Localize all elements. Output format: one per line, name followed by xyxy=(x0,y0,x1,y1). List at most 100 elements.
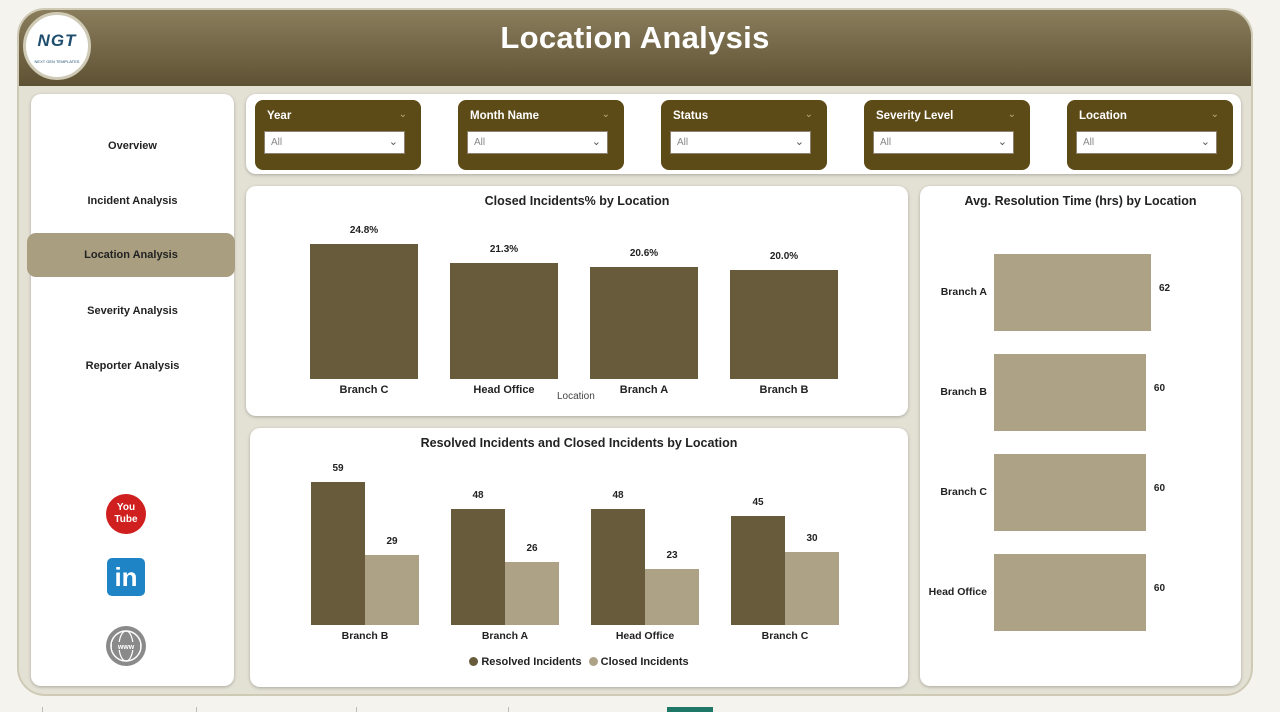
category-label: Branch B xyxy=(940,385,987,398)
resolved-closed-incidents-chart[interactable]: Resolved Incidents and Closed Incidents … xyxy=(250,428,908,687)
filter-location: Location ⌄ All ⌄ xyxy=(1067,100,1233,170)
bar-branch-b[interactable] xyxy=(730,270,838,379)
page-title: Location Analysis xyxy=(500,20,770,55)
data-label: 45 xyxy=(752,496,764,508)
month-name-select[interactable]: All ⌄ xyxy=(467,131,608,154)
bar-branch-c[interactable] xyxy=(994,454,1146,531)
bar-closed-branch-c[interactable] xyxy=(785,552,839,625)
closed-incidents-pct-chart[interactable]: Closed Incidents% by Location Location 2… xyxy=(246,186,908,416)
tab-divider xyxy=(508,707,509,712)
severity-level-select[interactable]: All ⌄ xyxy=(873,131,1014,154)
category-label: Branch C xyxy=(761,630,809,642)
year-select[interactable]: All ⌄ xyxy=(264,131,405,154)
dashboard-frame: NGT NEXT GEN TEMPLATES Location Analysis… xyxy=(17,8,1253,696)
legend-item-resolved[interactable]: Resolved Incidents xyxy=(469,656,582,668)
nav-item-reporter-analysis[interactable]: Reporter Analysis xyxy=(85,360,180,372)
bar-resolved-branch-a[interactable] xyxy=(451,508,505,625)
category-label: Head Office xyxy=(928,585,987,598)
location-select[interactable]: All ⌄ xyxy=(1076,131,1217,154)
category-label: Branch C xyxy=(339,384,389,396)
chart-title: Avg. Resolution Time (hrs) by Location xyxy=(964,194,1197,208)
data-label: 30 xyxy=(806,533,818,545)
bar-head-office[interactable] xyxy=(994,554,1146,631)
select-value: All xyxy=(677,137,689,148)
bar-branch-b[interactable] xyxy=(994,354,1146,431)
avg-resolution-time-chart[interactable]: Avg. Resolution Time (hrs) by Location B… xyxy=(920,186,1241,686)
category-label: Branch B xyxy=(759,384,809,396)
nav-item-severity-analysis[interactable]: Severity Analysis xyxy=(87,305,178,317)
category-label: Head Office xyxy=(473,384,535,396)
x-axis-title: Location xyxy=(557,391,595,402)
filter-year: Year ⌄ All ⌄ xyxy=(255,100,421,170)
data-label: 59 xyxy=(332,463,344,474)
select-value: All xyxy=(271,137,283,148)
dropdown-arrow-icon: ⌄ xyxy=(997,136,1007,148)
bar-branch-c[interactable] xyxy=(310,244,418,379)
dropdown-arrow-icon: ⌄ xyxy=(388,136,398,148)
bar-resolved-branch-c[interactable] xyxy=(731,515,785,625)
data-label: 60 xyxy=(1153,582,1166,594)
category-label: Branch A xyxy=(940,285,987,298)
filter-month-name: Month Name ⌄ All ⌄ xyxy=(458,100,624,170)
data-label: 24.8% xyxy=(349,225,379,236)
tab-divider xyxy=(42,707,43,712)
filter-severity-level: Severity Level ⌄ All ⌄ xyxy=(864,100,1030,170)
data-label: 29 xyxy=(386,535,398,547)
logo-text: NGT xyxy=(37,31,77,50)
chart-title: Closed Incidents% by Location xyxy=(484,194,670,208)
legend-item-closed[interactable]: Closed Incidents xyxy=(585,656,689,668)
sidebar: Overview Incident Analysis Location Anal… xyxy=(27,94,235,686)
category-label: Branch A xyxy=(619,384,669,396)
bar-closed-branch-b[interactable] xyxy=(365,554,419,625)
nav-item-overview[interactable]: Overview xyxy=(108,140,157,152)
data-label: 21.3% xyxy=(489,244,519,256)
bar-closed-branch-a[interactable] xyxy=(505,561,559,625)
select-value: All xyxy=(1083,137,1095,148)
filter-label: Month Name xyxy=(470,110,539,122)
bar-branch-a[interactable] xyxy=(994,254,1151,331)
header-bar: NGT NEXT GEN TEMPLATES Location Analysis xyxy=(19,10,1251,86)
nav-item-location-analysis[interactable]: Location Analysis xyxy=(27,233,235,277)
active-sheet-tab[interactable] xyxy=(667,707,713,712)
filter-label: Severity Level xyxy=(876,110,954,122)
filter-label: Status xyxy=(673,110,709,122)
data-label: 26 xyxy=(526,542,538,554)
tab-divider xyxy=(356,707,357,712)
filter-label: Year xyxy=(267,110,292,122)
chevron-down-icon[interactable]: ⌄ xyxy=(1210,109,1219,120)
chevron-down-icon[interactable]: ⌄ xyxy=(601,109,610,120)
bar-head-office[interactable] xyxy=(450,263,558,379)
bar-resolved-branch-b[interactable] xyxy=(311,482,365,625)
nav-item-incident-analysis[interactable]: Incident Analysis xyxy=(87,195,178,207)
chevron-down-icon[interactable]: ⌄ xyxy=(398,109,407,120)
bar-closed-head-office[interactable] xyxy=(645,569,699,625)
category-label: Branch C xyxy=(940,485,987,498)
data-label: 20.0% xyxy=(769,251,799,263)
select-value: All xyxy=(880,137,892,148)
select-value: All xyxy=(474,137,486,148)
youtube-icon[interactable]: You Tube xyxy=(106,494,146,534)
website-globe-icon[interactable]: www xyxy=(106,626,146,666)
dropdown-arrow-icon: ⌄ xyxy=(794,136,804,148)
status-select[interactable]: All ⌄ xyxy=(670,131,811,154)
category-label: Branch A xyxy=(481,630,529,642)
data-label: 20.6% xyxy=(629,247,659,259)
dropdown-arrow-icon: ⌄ xyxy=(591,136,601,148)
sheet-tabs xyxy=(0,704,1280,712)
filter-bar: Year ⌄ All ⌄ Month Name ⌄ All ⌄ Status ⌄ A… xyxy=(246,94,1241,174)
chevron-down-icon[interactable]: ⌄ xyxy=(1007,109,1016,120)
chevron-down-icon[interactable]: ⌄ xyxy=(804,109,813,120)
legend-dot xyxy=(588,657,598,666)
data-label: 60 xyxy=(1153,382,1166,394)
linkedin-icon[interactable]: in xyxy=(107,558,145,596)
legend-label: Closed Incidents xyxy=(600,656,689,668)
filter-status: Status ⌄ All ⌄ xyxy=(661,100,827,170)
legend-dot xyxy=(469,657,479,666)
category-label: Branch B xyxy=(341,630,389,642)
legend-label: Resolved Incidents xyxy=(481,656,582,668)
tab-divider xyxy=(196,707,197,712)
bar-branch-a[interactable] xyxy=(590,266,698,379)
bar-resolved-head-office[interactable] xyxy=(591,508,645,625)
brand-logo[interactable]: NGT NEXT GEN TEMPLATES xyxy=(23,12,91,80)
svg-text:www: www xyxy=(117,644,135,651)
